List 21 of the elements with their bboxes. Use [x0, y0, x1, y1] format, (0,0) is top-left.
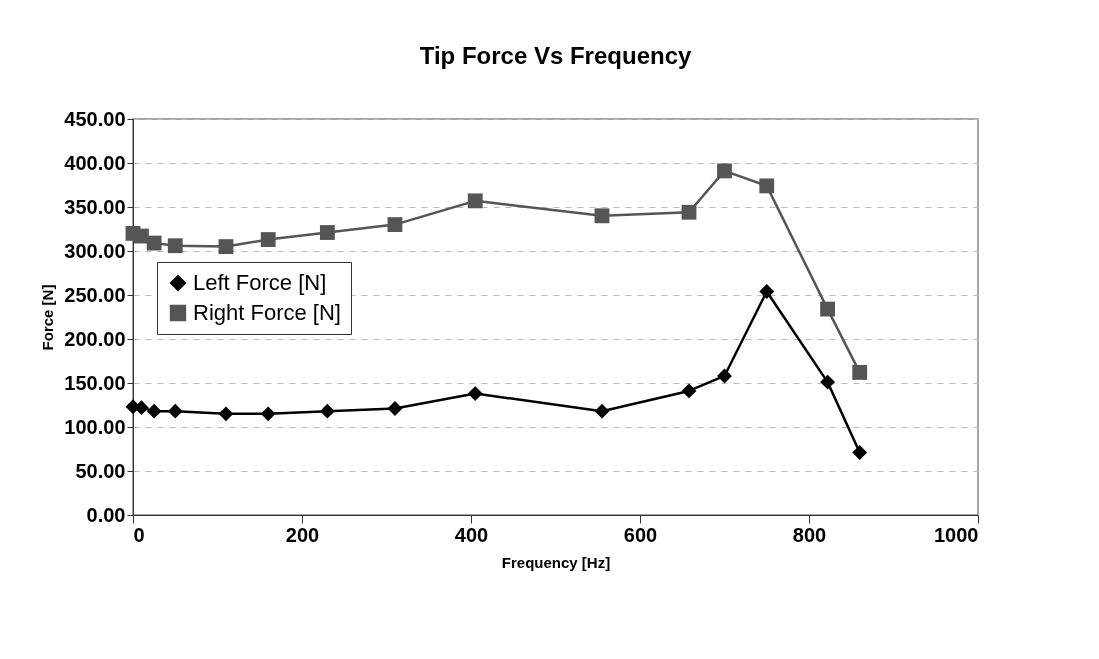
y-axis-title: Force [N]	[39, 284, 57, 351]
x-tick-label: 1000	[934, 523, 979, 546]
y-tick-label: 250.00	[64, 283, 126, 306]
x-tick-label: 0	[133, 523, 145, 546]
y-tick-label: 450.00	[64, 107, 126, 130]
x-tick-label: 800	[792, 523, 827, 546]
x-axis-title: Frequency [Hz]	[501, 553, 611, 571]
y-tick-label: 0.00	[86, 503, 126, 526]
chart-title: Tip Force Vs Frequency	[419, 42, 692, 69]
y-tick-label: 200.00	[64, 327, 126, 350]
x-tick-label: 400	[454, 523, 489, 546]
y-tick-label: 50.00	[75, 459, 126, 482]
y-tick-label: 300.00	[64, 239, 126, 262]
legend-label: Right Force [N]	[193, 300, 341, 325]
x-tick-label: 600	[623, 523, 658, 546]
y-tick-label: 350.00	[64, 195, 126, 218]
y-tick-label: 400.00	[64, 151, 126, 174]
legend-label: Left Force [N]	[193, 270, 327, 295]
y-tick-label: 150.00	[64, 371, 126, 394]
y-tick-label: 100.00	[64, 415, 126, 438]
x-tick-label: 200	[285, 523, 320, 546]
